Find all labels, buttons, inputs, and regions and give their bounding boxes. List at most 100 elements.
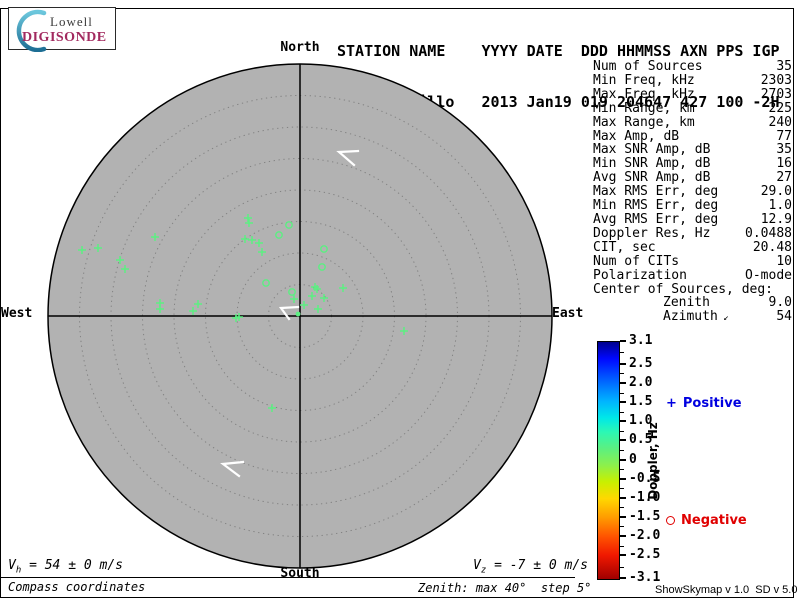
source-marker-negative [275,231,283,239]
colorbar-minor-tick [620,469,624,471]
stat-value: 12.9 [760,211,792,227]
stat-row: Polarization O-mode [593,267,792,283]
stat-row: Max SNR Amp, dB 35 [593,143,792,157]
colorbar-tick [620,515,626,518]
colorbar-tick-label: 1.5 [629,394,653,410]
source-marker-positive [308,292,316,300]
lowell-digisonde-logo: Lowell DIGISONDE [8,7,116,52]
coordinate-system-label: Compass coordinates [8,580,146,594]
source-marker-positive [241,235,249,243]
stat-value: 2703 [760,86,792,102]
compass-label-east: East [552,306,584,321]
stat-label: Avg RMS Err, deg [593,211,719,227]
stat-row: Num of Sources 35 [593,60,792,74]
colorbar-tick [620,554,626,557]
stat-label: Max SNR Amp, dB [593,142,711,158]
legend-negative-label: Negative [681,513,747,528]
stat-label: Polarization [593,267,687,283]
stat-row: Avg RMS Err, deg 12.9 [593,213,792,227]
source-marker-positive [268,404,276,412]
stat-row: Min Range, km 225 [593,100,792,116]
doppler-colorbar [597,341,620,580]
compass-label-south: South [280,566,320,581]
legend-positive-label: Positive [682,396,742,411]
stat-value: 29.0 [760,184,792,200]
stat-row: Avg SNR Amp, dB 27 [593,171,792,185]
stat-value: 16 [776,156,792,172]
source-marker-positive [151,233,159,241]
footer-separator [1,577,575,578]
stat-value: 35 [776,59,792,74]
stat-label: Center of Sources, deg: [593,281,774,297]
stat-value: O-mode [745,267,792,283]
colorbar-minor-tick [620,411,624,413]
circle-marker-icon [666,516,675,525]
colorbar-tick-label: -3.1 [629,570,661,585]
colorbar-axis-title: Doppler, Hz [646,422,660,500]
stat-label: Max Range, km [593,114,695,130]
colorbar-tick-label: -2.5 [629,547,661,563]
source-marker-positive [235,313,243,321]
stat-value: 0.0488 [745,225,792,241]
plus-marker-icon: + [666,396,677,411]
colorbar-minor-tick [620,392,624,394]
colorbar-minor-tick [620,526,624,528]
source-marker-negative [320,245,328,253]
source-marker-positive [78,246,86,254]
stat-value: 54 [776,309,792,325]
colorbar-tick [620,362,626,365]
colorbar-tick-label: 0 [629,451,637,467]
colorbar-minor-tick [620,545,624,547]
stat-label: Min Range, km [593,100,695,116]
stat-row: Max RMS Err, deg 29.0 [593,185,792,199]
compass-label-west: West [1,306,33,321]
stat-row: Zenith 9.0 [593,296,792,310]
source-marker-negative [318,263,326,271]
source-marker-negative [285,221,293,229]
colorbar-minor-tick [620,566,624,568]
stat-row: Center of Sources, deg: [593,281,792,297]
source-marker-positive [244,214,252,222]
source-marker-positive [156,305,164,313]
source-marker-negative [262,279,270,287]
stat-label: Max RMS Err, deg [593,184,719,200]
legend-negative: Negative [666,513,747,528]
stat-label: Max Amp, dB [593,128,680,144]
stat-value: 20.48 [752,239,792,255]
doppler-colorbar-scale: 3.1 2.5 2.0 1.5 1.0 0.5 0 -0.5 -1.0 -1.5 -2.0 -2.5 -… [597,334,669,585]
stat-label: CIT, sec [593,239,656,255]
colorbar-tick [620,382,626,385]
stat-value: 240 [768,114,792,130]
window-frame [0,8,794,598]
stat-value: 35 [776,142,792,158]
source-markers [78,214,408,412]
logo-digisonde-text: DIGISONDE [22,30,107,45]
colorbar-tick-label: -2.0 [629,527,661,543]
colorbar-tick-label: 2.5 [629,355,653,371]
source-marker-positive [121,265,129,273]
source-marker-positive [290,295,298,303]
stat-value: 2303 [760,72,792,88]
compass-label-north: North [280,40,320,55]
colorbar-minor-tick [620,449,624,451]
stat-value: 10 [776,253,792,269]
stat-row: Max Range, km 240 [593,114,792,130]
source-marker-positive [194,300,202,308]
stat-value: 77 [776,128,792,144]
source-marker-negative [288,288,296,296]
legend-positive: + Positive [666,396,742,411]
stat-label: Max Freq, kHz [593,86,695,102]
colorbar-tick [620,340,626,342]
stat-label: Min SNR Amp, dB [593,156,711,172]
stat-row: Max Freq, kHz 2703 [593,86,792,102]
source-marker-positive [255,239,263,247]
colorbar-tick-label: -1.0 [629,489,661,505]
colorbar-minor-tick [620,488,624,490]
zenith-scale-note: Zenith: max 40° step 5° [418,581,592,595]
drift-arrows [220,149,360,478]
drift-arrow [278,305,300,321]
colorbar-tick [620,401,626,404]
station-header: STATION NAME YYYY DATE DDD HHMMSS AXN PP… [337,9,780,145]
source-marker-positive [320,294,328,302]
colorbar-tick [620,577,626,579]
